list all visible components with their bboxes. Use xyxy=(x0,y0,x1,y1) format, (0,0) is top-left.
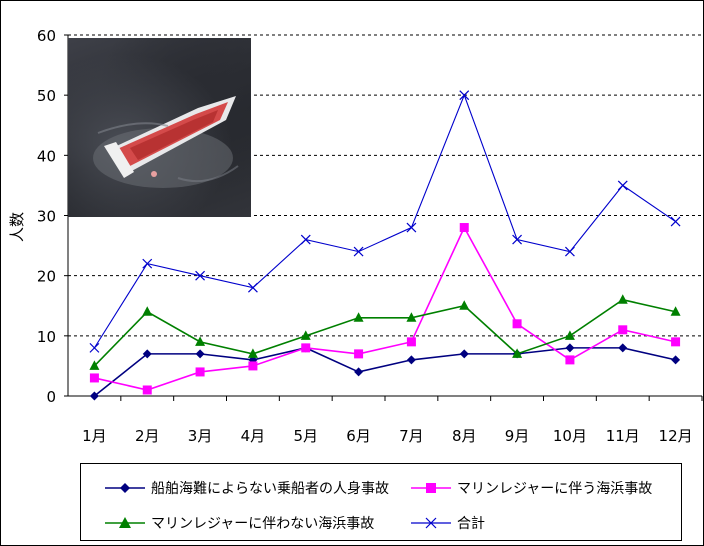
y-axis-label: 人数 xyxy=(8,212,26,242)
data-point xyxy=(618,343,627,352)
data-point xyxy=(407,337,416,346)
legend-marker-square xyxy=(411,482,451,494)
x-tick-label: 5月 xyxy=(293,427,318,445)
x-tick-label: 3月 xyxy=(188,427,213,445)
data-point xyxy=(354,367,363,376)
data-point xyxy=(301,235,310,244)
capsized-boat-icon xyxy=(68,38,251,217)
data-point xyxy=(513,319,522,328)
legend-label: マリンレジャーに伴う海浜事故 xyxy=(457,478,652,498)
data-point xyxy=(618,181,627,190)
x-tick-label: 4月 xyxy=(241,427,266,445)
data-point xyxy=(354,349,363,358)
y-tick-label: 30 xyxy=(37,208,56,226)
series-line xyxy=(94,300,675,366)
legend-marker-x xyxy=(411,517,451,529)
data-point xyxy=(407,355,416,364)
legend-label: 合計 xyxy=(457,513,485,533)
legend: 船舶海難によらない乗船者の人身事故 マリンレジャーに伴う海浜事故 マリンレジャー… xyxy=(80,463,682,541)
data-point xyxy=(143,385,152,394)
capsized-boat-photo xyxy=(68,38,251,217)
data-point xyxy=(90,373,99,382)
y-tick-label: 20 xyxy=(37,268,56,286)
data-point xyxy=(407,223,416,232)
data-point xyxy=(565,330,575,340)
y-tick-label: 10 xyxy=(37,328,56,346)
data-point xyxy=(565,247,574,256)
data-point xyxy=(671,337,680,346)
data-point xyxy=(90,343,99,352)
x-tick-label: 10月 xyxy=(553,427,587,445)
data-point xyxy=(460,91,469,100)
series-2 xyxy=(89,294,680,370)
data-point xyxy=(618,294,628,304)
x-tick-label: 12月 xyxy=(659,427,693,445)
y-tick-label: 60 xyxy=(37,27,56,45)
y-tick-label: 0 xyxy=(46,388,56,406)
x-tick-label: 9月 xyxy=(505,427,530,445)
series-line xyxy=(94,348,675,396)
data-point xyxy=(196,349,205,358)
legend-marker-triangle xyxy=(105,517,145,529)
data-point xyxy=(460,349,469,358)
x-tick-label: 11月 xyxy=(606,427,640,445)
data-point xyxy=(565,355,574,364)
data-point xyxy=(143,259,152,268)
data-point xyxy=(460,223,469,232)
data-point xyxy=(671,355,680,364)
data-point xyxy=(565,343,574,352)
legend-item-personal-accident: 船舶海難によらない乗船者の人身事故 xyxy=(105,478,389,498)
data-point xyxy=(671,217,680,226)
x-tick-label: 2月 xyxy=(135,427,160,445)
x-tick-labels: 1月 2月 3月 4月 5月 6月 7月 8月 9月 10月 11月 12月 xyxy=(82,427,692,445)
data-point xyxy=(195,336,205,346)
data-point xyxy=(513,235,522,244)
x-tick-label: 7月 xyxy=(399,427,424,445)
y-tick-label: 40 xyxy=(37,147,56,165)
y-tick-label: 50 xyxy=(37,87,56,105)
data-point xyxy=(301,343,310,352)
data-point xyxy=(248,361,257,370)
legend-label: 船舶海難によらない乗船者の人身事故 xyxy=(151,478,389,498)
legend-marker-diamond xyxy=(105,482,145,494)
data-point xyxy=(196,367,205,376)
data-point xyxy=(618,325,627,334)
legend-item-non-leisure-accident: マリンレジャーに伴わない海浜事故 xyxy=(105,513,374,533)
data-point xyxy=(142,306,152,316)
data-point xyxy=(354,247,363,256)
x-tick-label: 1月 xyxy=(82,427,107,445)
series-1 xyxy=(90,223,680,394)
legend-item-marine-leisure-accident: マリンレジャーに伴う海浜事故 xyxy=(411,478,652,498)
data-point xyxy=(459,300,469,310)
y-tick-labels: 0 10 20 30 40 50 60 xyxy=(37,27,56,406)
x-tick-label: 6月 xyxy=(346,427,371,445)
legend-item-total: 合計 xyxy=(411,513,485,533)
legend-label: マリンレジャーに伴わない海浜事故 xyxy=(151,513,374,533)
data-point xyxy=(248,283,257,292)
series-0 xyxy=(90,343,680,400)
x-tick-label: 8月 xyxy=(452,427,477,445)
